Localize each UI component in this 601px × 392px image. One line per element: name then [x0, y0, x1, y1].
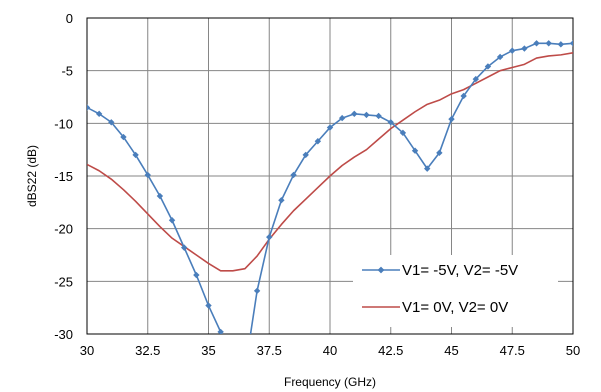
data-point — [521, 45, 528, 52]
data-point — [375, 112, 382, 120]
y-tick-label: -30 — [54, 327, 73, 342]
x-tick-label: 47.5 — [500, 343, 525, 358]
y-tick-label: -20 — [54, 222, 73, 237]
data-point — [496, 53, 504, 61]
x-axis-ticks: 30 32.5 35 37.5 40 42.5 45 47.5 50 — [80, 343, 580, 358]
x-tick-label: 50 — [566, 343, 580, 358]
y-axis-ticks: 0 -5 -10 -15 -20 -25 -30 — [54, 11, 73, 342]
data-point — [509, 47, 516, 54]
series-line-2 — [87, 51, 573, 272]
data-point — [290, 171, 297, 179]
series-2 — [87, 51, 573, 272]
x-tick-label: 40 — [323, 343, 337, 358]
y-tick-label: -5 — [61, 64, 73, 79]
data-point — [338, 114, 346, 122]
x-tick-label: 30 — [80, 343, 94, 358]
x-axis-title: Frequency (GHz) — [284, 375, 376, 389]
data-point — [87, 104, 91, 111]
data-point — [205, 302, 212, 309]
data-point — [399, 129, 407, 137]
legend-label-1: V1= -5V, V2= -5V — [402, 262, 518, 279]
data-point — [156, 192, 164, 200]
data-point — [351, 110, 358, 118]
data-point — [217, 328, 224, 334]
data-point — [108, 119, 115, 126]
data-point — [569, 40, 573, 47]
x-tick-label: 45 — [444, 343, 458, 358]
data-point — [253, 287, 261, 295]
data-point — [472, 75, 479, 83]
data-point — [545, 40, 552, 47]
legend-label-2: V1= 0V, V2= 0V — [402, 299, 508, 316]
data-point — [193, 271, 200, 279]
data-point — [411, 147, 419, 154]
data-point — [387, 119, 394, 126]
data-point — [266, 233, 273, 241]
series-1 — [87, 40, 573, 334]
data-point — [363, 111, 370, 119]
x-tick-label: 42.5 — [378, 343, 403, 358]
legend-marker-1 — [377, 266, 385, 274]
data-point — [314, 138, 322, 145]
y-tick-label: -10 — [54, 116, 73, 131]
data-point — [168, 217, 176, 224]
data-point — [302, 151, 309, 159]
y-tick-label: 0 — [66, 11, 73, 26]
data-point — [95, 110, 103, 118]
x-tick-label: 32.5 — [135, 343, 160, 358]
plot-area-frame — [86, 17, 574, 335]
y-tick-label: -25 — [54, 274, 73, 289]
legend-background — [353, 255, 558, 327]
data-point — [144, 171, 151, 179]
x-tick-label: 35 — [201, 343, 215, 358]
data-point — [132, 151, 139, 159]
data-point — [120, 133, 127, 141]
data-point — [484, 63, 492, 70]
data-point — [326, 124, 334, 131]
data-point — [181, 244, 188, 251]
x-tick-label: 37.5 — [257, 343, 282, 358]
data-point — [448, 115, 455, 123]
legend: V1= -5V, V2= -5V V1= 0V, V2= 0V — [353, 255, 558, 327]
y-tick-label: -15 — [54, 169, 73, 184]
data-point — [533, 40, 540, 47]
y-axis-title: dBS22 (dB) — [25, 145, 39, 207]
data-point — [460, 92, 467, 100]
data-point — [424, 165, 431, 172]
data-point — [557, 41, 565, 48]
series-layer — [87, 40, 573, 334]
data-point — [278, 197, 285, 204]
data-point — [436, 149, 443, 157]
